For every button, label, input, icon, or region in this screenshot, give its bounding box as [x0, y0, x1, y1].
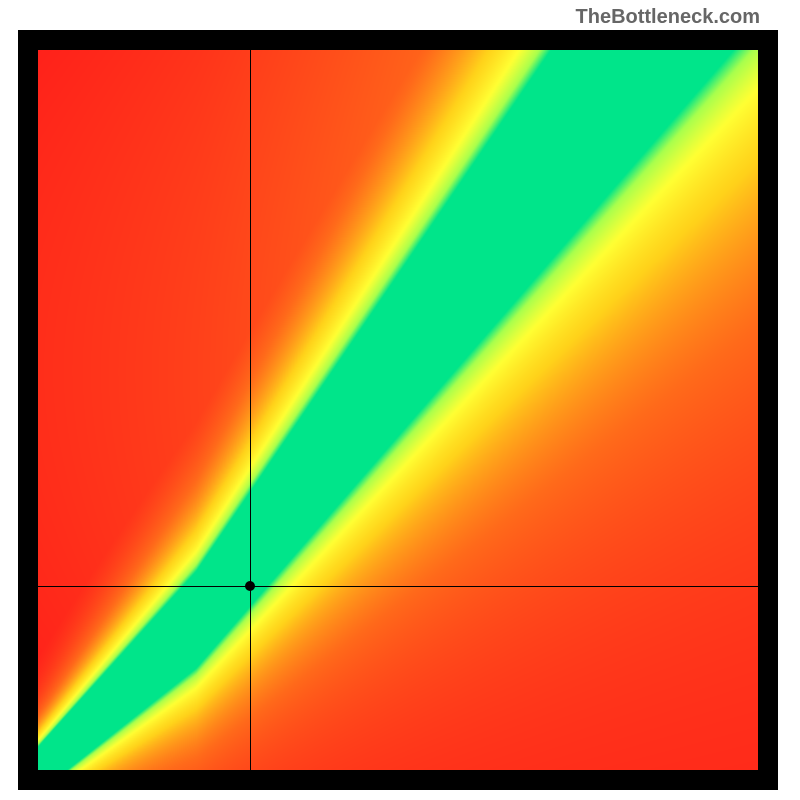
- crosshair-vertical: [250, 50, 251, 770]
- crosshair-marker: [245, 581, 255, 591]
- container: TheBottleneck.com: [0, 0, 800, 800]
- crosshair-horizontal: [38, 586, 758, 587]
- attribution-text: TheBottleneck.com: [576, 6, 760, 29]
- chart-frame: [18, 30, 778, 790]
- plot-area: [38, 50, 758, 770]
- heatmap-canvas: [38, 50, 758, 770]
